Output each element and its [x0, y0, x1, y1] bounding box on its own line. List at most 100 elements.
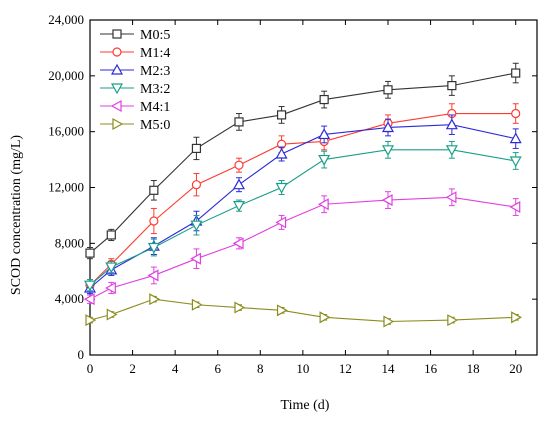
legend-item: M2:3 [100, 63, 170, 79]
series-M2-3 [83, 114, 522, 295]
y-tick-label: 24,000 [48, 12, 84, 27]
data-point [106, 308, 118, 321]
series-M4-1 [83, 188, 521, 306]
data-point [105, 281, 116, 295]
legend-item: M0:5 [100, 28, 170, 43]
data-point [190, 252, 202, 265]
data-point [381, 121, 395, 133]
x-tick-label: 14 [382, 361, 396, 376]
legend-label: M3:2 [140, 82, 170, 97]
legend-item: M1:4 [100, 46, 170, 61]
data-point [232, 237, 244, 250]
series-line [89, 124, 516, 289]
data-point [190, 220, 203, 232]
data-point [319, 311, 331, 324]
y-tick-label: 4,000 [55, 291, 84, 306]
data-point [112, 29, 122, 39]
x-axis: 0 2 4 6 8 10 12 14 16 18 20 [87, 20, 522, 376]
data-point [276, 110, 287, 120]
data-point [383, 315, 395, 328]
legend-item: M3:2 [100, 82, 170, 97]
data-point [105, 262, 118, 274]
legend-label: M4:1 [140, 100, 170, 115]
data-point [85, 314, 97, 327]
data-point [275, 216, 287, 229]
legend-item: M5:0 [100, 117, 170, 133]
series-M3-2 [83, 140, 522, 292]
data-point [275, 147, 288, 159]
data-point [110, 63, 124, 75]
data-point [83, 280, 97, 292]
data-point [511, 68, 521, 78]
x-tick-label: 12 [339, 361, 352, 376]
y-axis-label: SCOD concentration (mg/L) [9, 135, 24, 296]
series-M5-0 [85, 293, 522, 328]
data-point [234, 160, 244, 170]
data-point [191, 143, 202, 154]
data-point [232, 178, 246, 190]
data-point [106, 230, 116, 240]
series-line [89, 196, 516, 300]
data-point [383, 85, 393, 95]
data-point [149, 185, 159, 195]
data-point [112, 117, 124, 131]
data-point [317, 198, 329, 211]
x-tick-label: 16 [424, 361, 438, 376]
y-axis: 0 4,000 8,000 12,000 16,000 20,000 24,000 [48, 12, 537, 362]
data-point [381, 194, 393, 207]
series-line [89, 112, 516, 286]
data-point [445, 118, 458, 130]
data-point [149, 293, 161, 306]
data-point [110, 99, 122, 113]
data-point [110, 83, 124, 95]
data-point [381, 145, 395, 157]
data-point [83, 293, 95, 306]
y-tick-label: 20,000 [48, 68, 84, 83]
legend-item: M4:1 [100, 99, 170, 115]
data-point [275, 182, 288, 194]
data-point [509, 156, 522, 168]
data-point [445, 191, 457, 204]
y-tick-label: 12,000 [48, 180, 84, 195]
data-point [509, 201, 521, 214]
x-tick-label: 18 [467, 361, 480, 376]
y-tick-label: 16,000 [48, 124, 84, 139]
x-tick-label: 20 [509, 361, 522, 376]
legend: M0:5 M1:4 M2:3 M3:2 M4:1 M5:0 [100, 28, 170, 133]
legend-label: M1:4 [140, 46, 170, 61]
data-point [149, 216, 159, 226]
data-point [445, 145, 458, 157]
data-point [318, 154, 331, 166]
data-point [318, 128, 331, 140]
y-tick-label: 8,000 [55, 235, 84, 250]
data-point [234, 301, 246, 314]
x-tick-label: 0 [87, 361, 94, 376]
data-point [447, 314, 459, 327]
data-point [147, 242, 160, 254]
data-point [191, 298, 203, 311]
data-point [276, 304, 288, 317]
series-layer [83, 62, 522, 328]
x-tick-label: 2 [129, 361, 136, 376]
legend-label: M5:0 [140, 118, 170, 133]
x-tick-label: 4 [172, 361, 179, 376]
data-point [511, 108, 521, 119]
x-tick-label: 6 [214, 361, 221, 376]
data-point [511, 311, 522, 324]
legend-label: M0:5 [140, 28, 170, 43]
data-point [234, 117, 244, 127]
x-tick-label: 8 [257, 361, 264, 376]
data-point [85, 248, 95, 258]
data-point [147, 269, 159, 282]
series-M0-5 [85, 62, 521, 260]
data-point [191, 180, 202, 190]
data-point [319, 94, 329, 105]
series-line [89, 298, 516, 323]
legend-label: M2:3 [140, 64, 170, 79]
y-tick-label: 0 [78, 347, 85, 362]
data-point [232, 201, 246, 212]
data-point [509, 132, 522, 144]
x-tick-label: 10 [296, 361, 309, 376]
